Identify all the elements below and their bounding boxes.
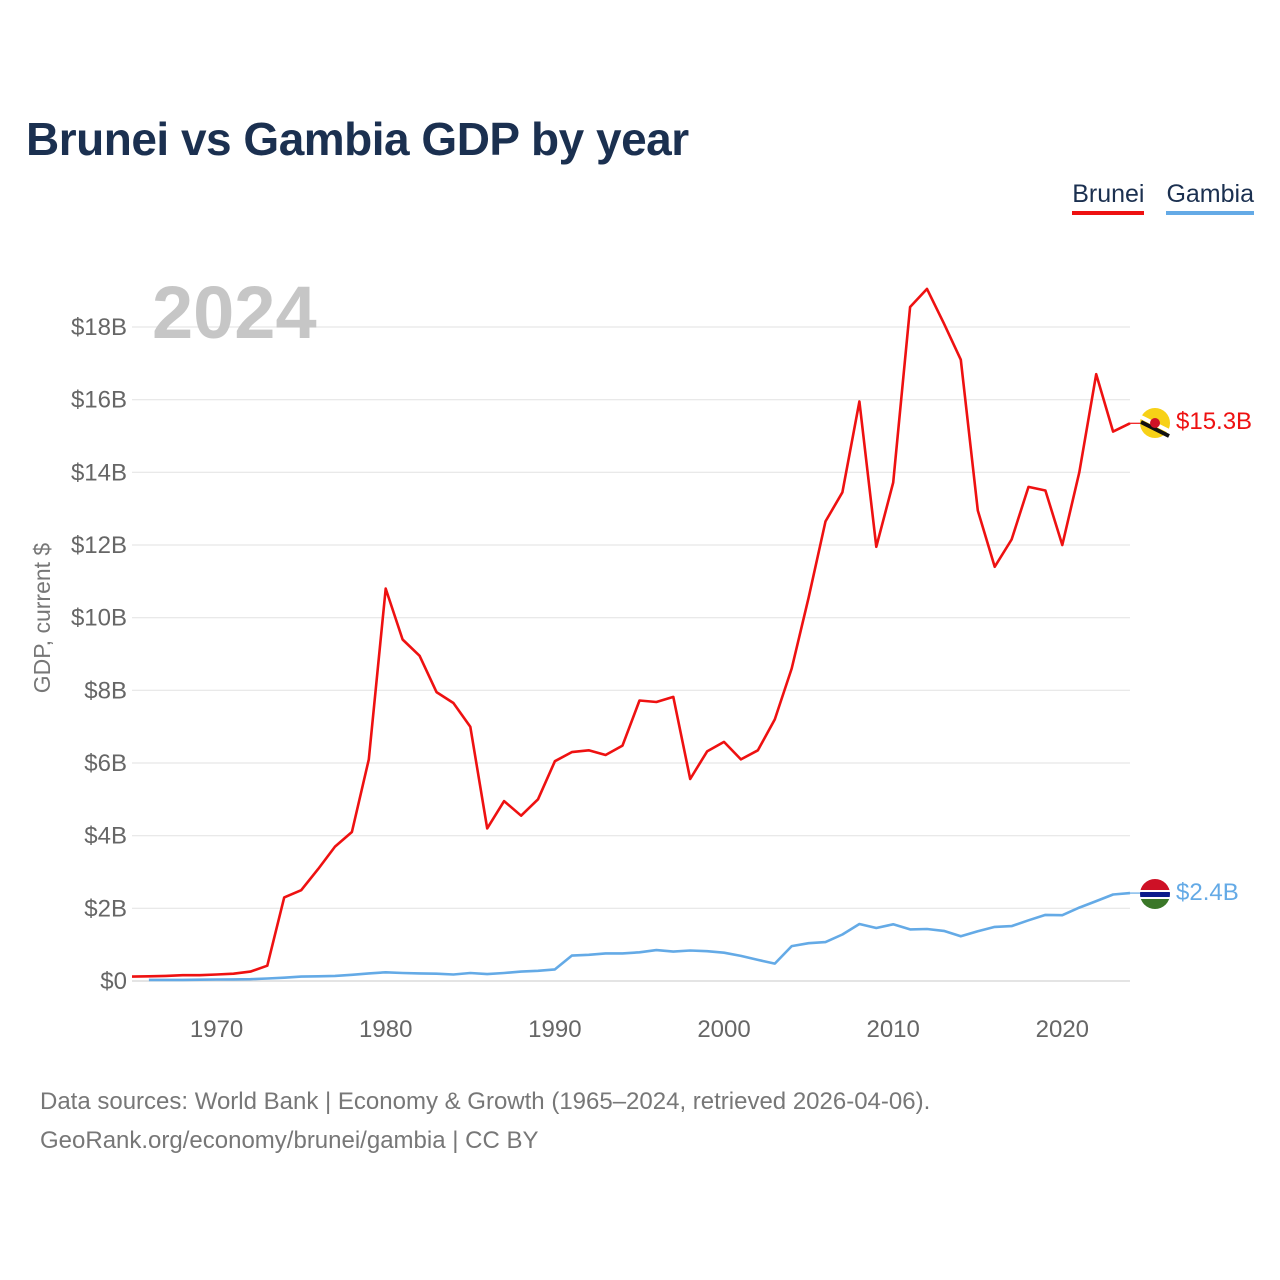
x-axis-ticks: 1970 1980 1990 2000 2010 2020 bbox=[190, 1016, 1089, 1043]
legend-item-brunei[interactable]: Brunei bbox=[1072, 180, 1145, 215]
series-line-brunei[interactable] bbox=[131, 287, 1131, 978]
footer: Data sources: World Bank | Economy & Gro… bbox=[40, 1082, 930, 1160]
data-sources: Data sources: World Bank | Economy & Gro… bbox=[40, 1088, 931, 1115]
x-tick-label: 2010 bbox=[866, 1016, 919, 1043]
x-tick-label: 2000 bbox=[697, 1016, 750, 1043]
y-tick-label: $18B bbox=[71, 314, 127, 341]
gambia-flag-icon bbox=[1140, 879, 1170, 909]
y-tick-label: $0 bbox=[100, 968, 127, 995]
x-tick-label: 1970 bbox=[190, 1016, 243, 1043]
y-tick-label: $8B bbox=[84, 677, 127, 704]
legend-item-gambia[interactable]: Gambia bbox=[1166, 180, 1254, 215]
y-tick-label: $14B bbox=[71, 459, 127, 486]
gridlines bbox=[132, 326, 1130, 982]
x-tick-label: 1990 bbox=[528, 1016, 581, 1043]
y-axis-label: GDP, current $ bbox=[29, 543, 55, 694]
legend: Brunei Gambia bbox=[1072, 180, 1254, 215]
x-tick-label: 2020 bbox=[1036, 1016, 1089, 1043]
brunei-end-label: $15.3B bbox=[1176, 408, 1252, 435]
series-line-gambia[interactable] bbox=[148, 891, 1131, 982]
brunei-flag-icon bbox=[1140, 408, 1170, 438]
source-link[interactable]: GeoRank.org/economy/brunei/gambia | CC B… bbox=[40, 1127, 539, 1154]
chart-title: Brunei vs Gambia GDP by year bbox=[26, 113, 689, 165]
y-tick-label: $6B bbox=[84, 750, 127, 777]
y-tick-label: $10B bbox=[71, 605, 127, 632]
y-axis-ticks: $0 $2B $4B $6B $8B $10B $12B $14B $16B $18B bbox=[71, 314, 127, 995]
y-tick-label: $4B bbox=[84, 823, 127, 850]
y-tick-label: $2B bbox=[84, 895, 127, 922]
gambia-end-label: $2.4B bbox=[1176, 879, 1239, 906]
x-tick-label: 1980 bbox=[359, 1016, 412, 1043]
y-tick-label: $16B bbox=[71, 387, 127, 414]
series-lines bbox=[131, 287, 1140, 982]
year-label: 2024 bbox=[152, 271, 317, 354]
y-tick-label: $12B bbox=[71, 532, 127, 559]
